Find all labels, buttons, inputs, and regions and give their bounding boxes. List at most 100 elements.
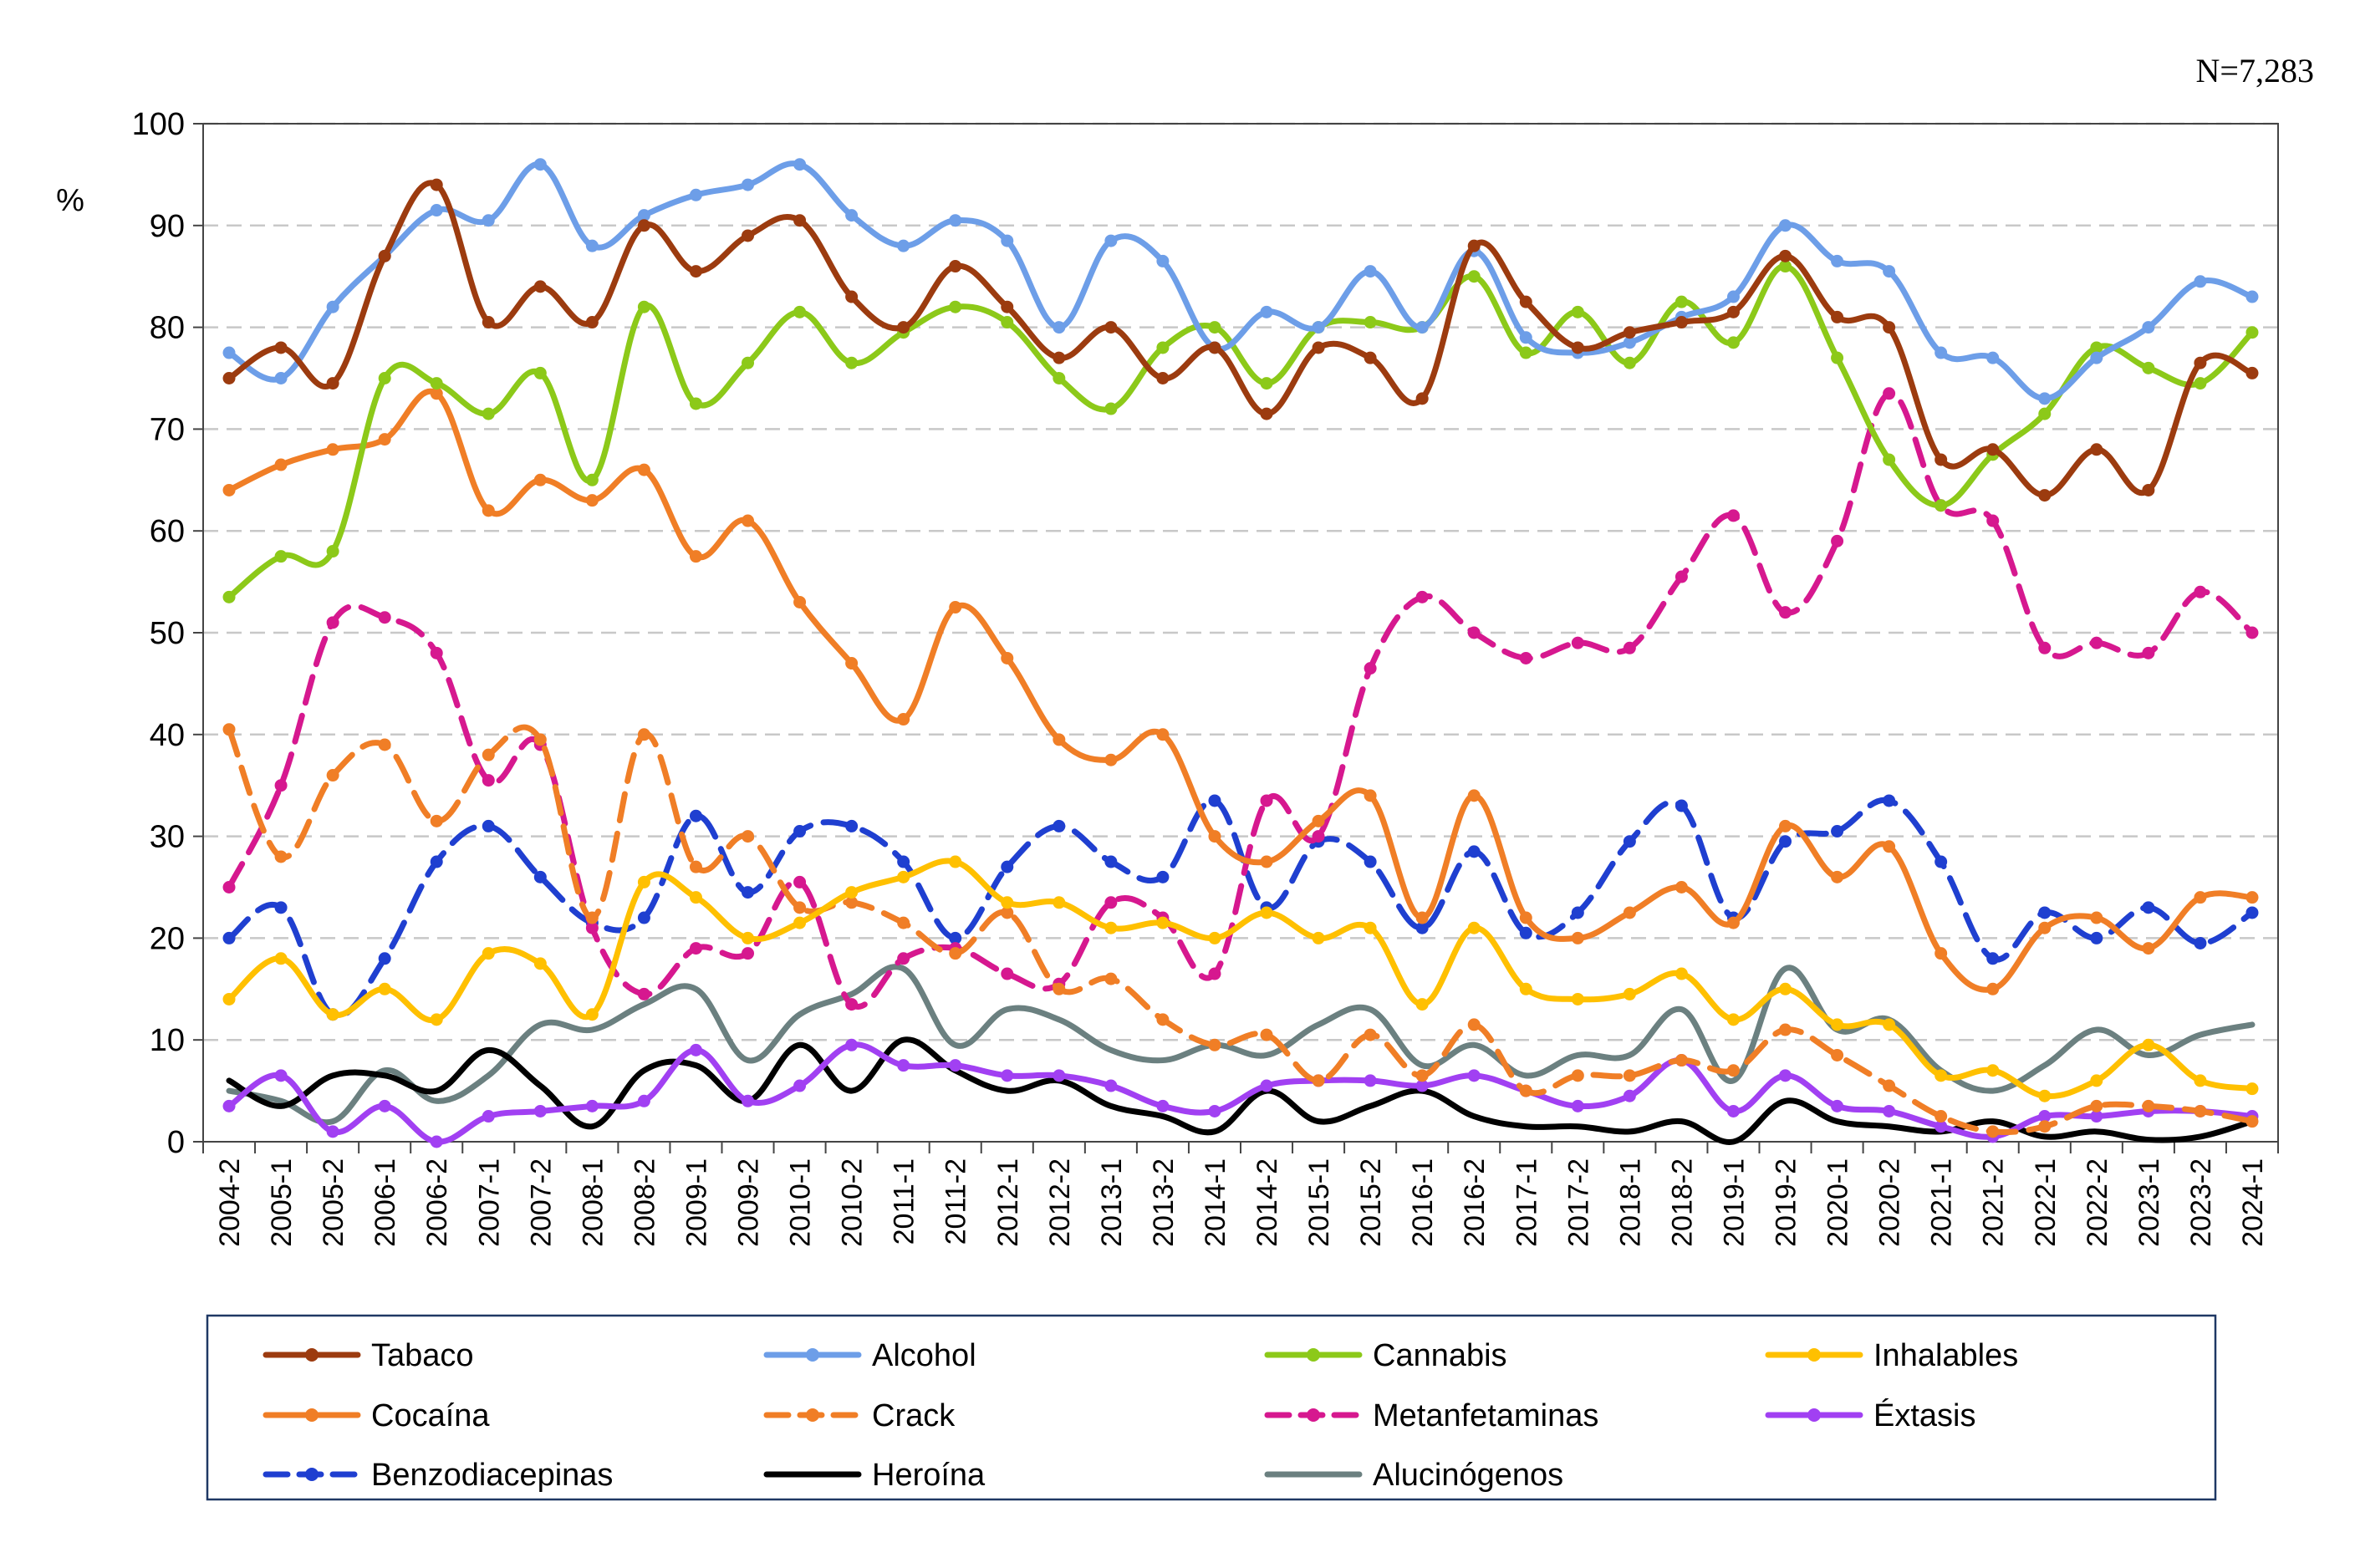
data-point xyxy=(533,957,547,970)
data-point xyxy=(2038,641,2052,654)
data-point xyxy=(1156,728,1170,741)
data-point xyxy=(326,1125,339,1138)
data-point xyxy=(274,372,288,384)
data-point xyxy=(274,901,288,914)
data-point xyxy=(1934,1110,1948,1123)
data-point xyxy=(1364,351,1377,364)
legend-label: Inhalables xyxy=(1873,1338,2018,1373)
data-point xyxy=(1779,260,1792,273)
data-point xyxy=(482,504,495,517)
data-point xyxy=(1104,753,1118,766)
data-point xyxy=(949,260,962,273)
data-point xyxy=(1208,1104,1221,1117)
data-point xyxy=(1571,992,1584,1005)
data-point xyxy=(689,891,702,904)
x-tick-label: 2018-2 xyxy=(1666,1158,1698,1247)
data-point xyxy=(845,209,859,222)
data-point xyxy=(222,346,236,359)
data-point xyxy=(1001,651,1014,664)
legend-item-extasis: Éxtasis xyxy=(1765,1397,1975,1433)
data-point xyxy=(897,1059,910,1072)
data-point xyxy=(378,952,391,965)
data-point xyxy=(2194,377,2207,390)
series-cocaina xyxy=(222,387,2259,995)
legend-marker xyxy=(1307,1348,1320,1362)
data-point xyxy=(1831,534,1844,547)
data-point xyxy=(793,875,807,888)
data-point xyxy=(585,473,599,486)
data-point xyxy=(1519,982,1532,995)
data-point xyxy=(1104,321,1118,334)
data-point xyxy=(1208,321,1221,334)
data-point xyxy=(533,870,547,883)
y-tick-label: 30 xyxy=(150,820,185,855)
data-point xyxy=(585,1099,599,1112)
data-point xyxy=(1208,794,1221,807)
data-point xyxy=(742,830,755,843)
series-line-cocaina xyxy=(226,388,2256,993)
data-point xyxy=(222,372,236,384)
data-point xyxy=(2245,891,2259,904)
data-point xyxy=(1674,295,1688,308)
data-point xyxy=(585,316,599,329)
x-tick-label: 2021-1 xyxy=(1926,1158,1958,1247)
data-point xyxy=(1883,321,1896,334)
x-tick-label: 2013-2 xyxy=(1148,1158,1180,1247)
data-point xyxy=(793,595,807,608)
data-point xyxy=(1571,341,1584,354)
data-point xyxy=(1467,789,1481,802)
data-point xyxy=(793,1079,807,1092)
data-point xyxy=(1364,1028,1377,1041)
data-point xyxy=(378,611,391,624)
data-point xyxy=(742,229,755,242)
series-benzodiacepinas xyxy=(222,794,2259,1021)
data-point xyxy=(1726,1064,1740,1077)
data-point xyxy=(1156,254,1170,267)
x-tick-label: 2005-1 xyxy=(266,1158,298,1247)
x-tick-label: 2016-2 xyxy=(1459,1158,1491,1247)
legend-item-crack: Crack xyxy=(763,1398,956,1433)
data-point xyxy=(793,916,807,929)
data-point xyxy=(1053,982,1066,995)
data-point xyxy=(1053,1069,1066,1082)
data-point xyxy=(949,1059,962,1072)
data-point xyxy=(1415,1079,1429,1092)
data-point xyxy=(897,916,910,929)
data-point xyxy=(2194,936,2207,949)
legend-marker xyxy=(305,1468,319,1481)
legend-label: Cannabis xyxy=(1373,1338,1507,1373)
data-point xyxy=(689,550,702,563)
data-point xyxy=(2194,891,2207,904)
data-point xyxy=(1674,967,1688,980)
x-tick-label: 2018-1 xyxy=(1614,1158,1646,1247)
data-point xyxy=(430,1013,443,1026)
data-point xyxy=(1260,794,1273,807)
data-point xyxy=(533,733,547,746)
series-line-alcohol xyxy=(226,160,2256,402)
data-point xyxy=(845,886,859,899)
data-point xyxy=(1415,590,1429,603)
y-tick-label: 60 xyxy=(150,514,185,549)
data-point xyxy=(742,356,755,369)
data-point xyxy=(637,987,650,1000)
data-point xyxy=(1779,606,1792,619)
data-point xyxy=(1934,1120,1948,1133)
series-tabaco xyxy=(222,178,2259,502)
data-point xyxy=(1156,1013,1170,1026)
data-point xyxy=(1156,916,1170,929)
data-point xyxy=(2245,326,2259,339)
data-point xyxy=(689,188,702,201)
data-point xyxy=(1415,392,1429,405)
data-point xyxy=(1312,1074,1325,1087)
data-point xyxy=(637,728,650,741)
y-tick-label: 20 xyxy=(150,921,185,956)
data-point xyxy=(430,377,443,390)
data-point xyxy=(1519,926,1532,939)
data-point xyxy=(1831,1018,1844,1031)
data-point xyxy=(1831,1099,1844,1112)
x-tick-label: 2008-2 xyxy=(629,1158,660,1247)
data-point xyxy=(2090,931,2103,944)
data-point xyxy=(637,463,650,476)
data-point xyxy=(637,209,650,222)
data-point xyxy=(430,855,443,868)
